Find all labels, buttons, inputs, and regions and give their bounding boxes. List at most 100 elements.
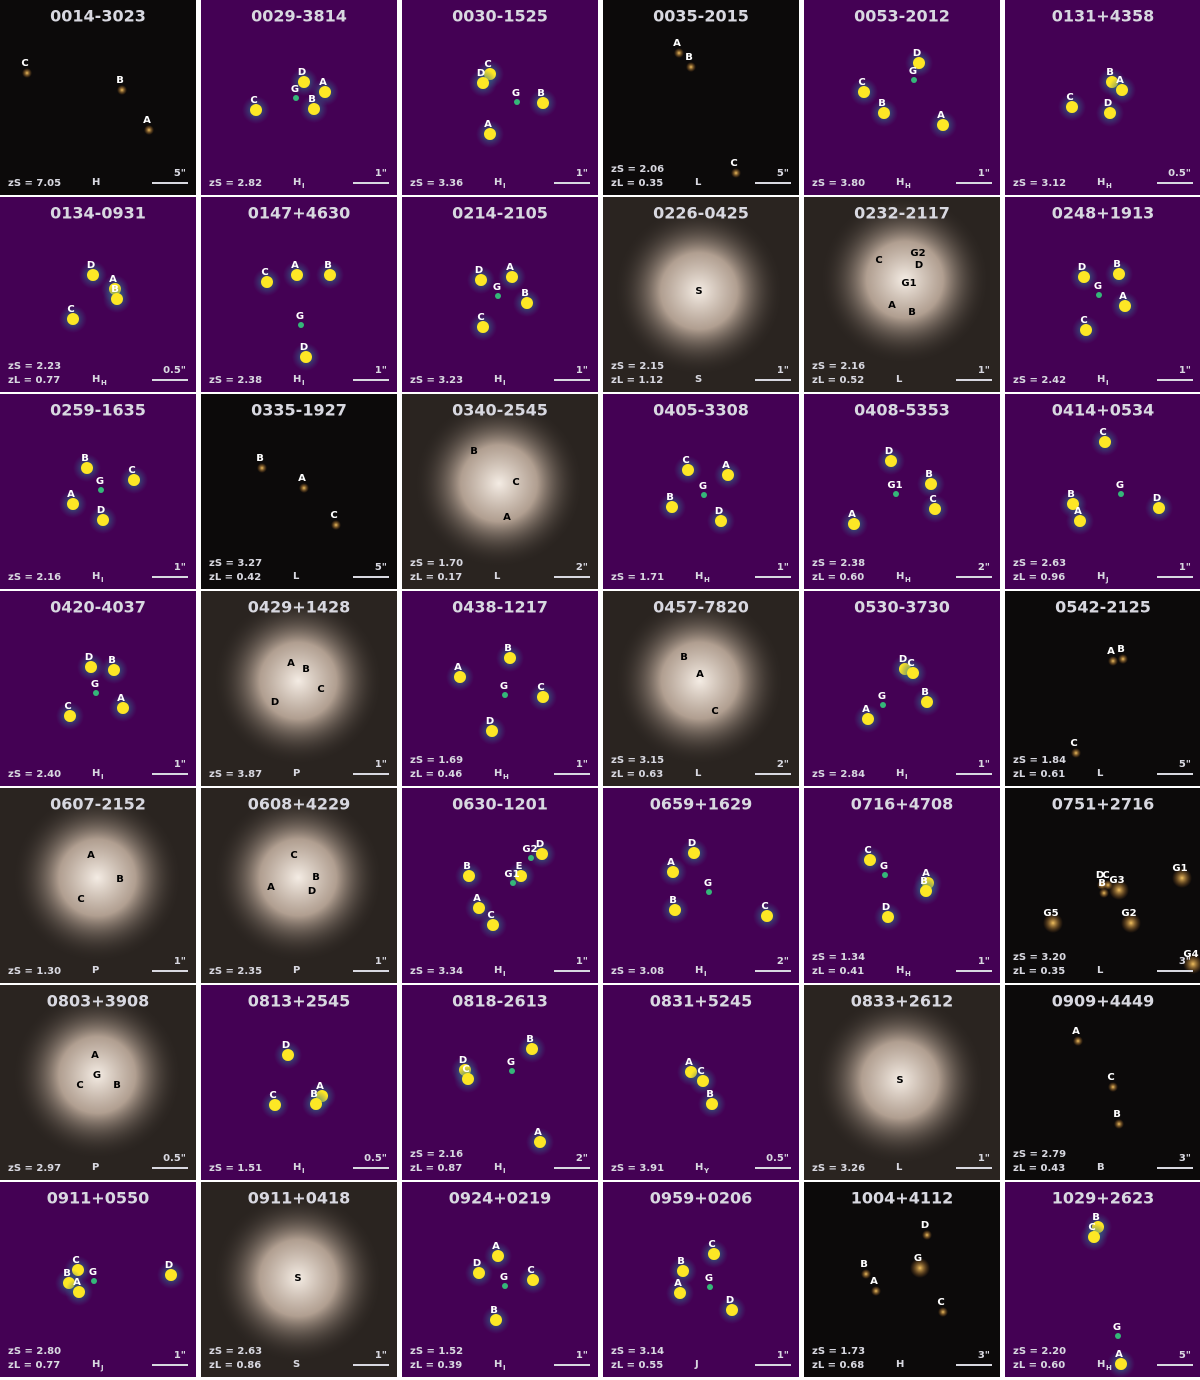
panel: A C B 0909+4449 zS = 2.79 zL = 0.43 B 3" [1005, 985, 1200, 1180]
panel-title: 0818-2613 [452, 992, 548, 1011]
band-subscript: J [1105, 576, 1109, 584]
image-background [201, 985, 397, 1180]
image-label: C [1102, 870, 1109, 881]
image-label: B [677, 1256, 685, 1267]
source-redshift: zS = 2.40 [8, 769, 61, 780]
source-redshift: zS = 2.35 [209, 966, 262, 977]
band: H [1097, 177, 1105, 188]
panel-image: ABC D [201, 591, 397, 786]
lens-redshift: zL = 0.77 [8, 375, 60, 386]
panel-title: 0813+2545 [248, 992, 350, 1011]
quasar-image [111, 293, 123, 305]
image-label: G [91, 679, 99, 690]
source-redshift: zS = 1.71 [611, 572, 664, 583]
scale-label: 1" [375, 759, 387, 770]
quasar-image [697, 1075, 709, 1087]
quasar-image [477, 321, 489, 333]
quasar-image [487, 919, 499, 931]
source-blob [1118, 654, 1128, 664]
source-blob [1114, 1119, 1124, 1129]
quasar-image [282, 1049, 294, 1061]
band: L [1097, 768, 1104, 779]
panel-image: B C G A D [0, 394, 196, 589]
quasar-image [64, 710, 76, 722]
panel-image: DG C B A [804, 0, 1000, 195]
lens-redshift: zL = 0.42 [209, 572, 261, 583]
panel-title: 0053-2012 [854, 7, 950, 26]
panel-image: D B G1 C A [804, 394, 1000, 589]
quasar-image [761, 910, 773, 922]
lens-galaxy [510, 880, 516, 886]
scale-label: 1" [576, 956, 588, 967]
panel-image: CG AB D [804, 788, 1000, 983]
image-label: C [67, 304, 74, 315]
panel-image: D G BA C [804, 1182, 1000, 1377]
image-label: C [512, 477, 519, 488]
quasar-image [864, 854, 876, 866]
panel-image: B C A [402, 394, 598, 589]
panel-title: 1029+2623 [1052, 1189, 1154, 1208]
image-label: C [697, 1066, 704, 1077]
image-label: A [298, 473, 306, 484]
image-background [804, 1182, 1000, 1377]
panel: S 0833+2612 zS = 3.26 L 1" [804, 985, 1000, 1180]
image-label: G4 [1183, 949, 1198, 960]
image-label: D [715, 506, 723, 517]
image-label: A [454, 662, 462, 673]
image-label: B [81, 453, 89, 464]
lens-galaxy [1096, 292, 1102, 298]
lens-glow [213, 1193, 383, 1363]
image-label: G [699, 481, 707, 492]
source-blob [1121, 913, 1141, 933]
panel-image: CD G B A [402, 0, 598, 195]
source-redshift: zS = 1.34 [812, 952, 865, 963]
image-label: G [500, 1272, 508, 1283]
panel-title: 0716+4708 [851, 795, 953, 814]
lens-glow [12, 990, 183, 1160]
source-redshift: zS = 3.36 [410, 178, 463, 189]
band: P [92, 965, 99, 976]
band: L [896, 374, 903, 385]
image-label: C [1070, 738, 1077, 749]
image-label: B [490, 1305, 498, 1316]
panel: A B C 0542-2125 zS = 1.84 zL = 0.61 L 5" [1005, 591, 1200, 786]
quasar-image [87, 269, 99, 281]
band: H [896, 965, 904, 976]
image-label: D [915, 260, 923, 271]
image-label: B [1106, 67, 1114, 78]
panel: ABC D 0429+1428 zS = 3.87 P 1" [201, 591, 397, 786]
quasar-image [1078, 271, 1090, 283]
panel-image: D AB C [201, 985, 397, 1180]
panel: CG AB D 0716+4708 zS = 1.34 zL = 0.41 H H 1" [804, 788, 1000, 983]
image-label: C [761, 901, 768, 912]
lens-galaxy [528, 855, 534, 861]
panel-title: 0134-0931 [50, 204, 146, 223]
image-label: A [117, 693, 125, 704]
image-label: B [666, 492, 674, 503]
band: H [1097, 1359, 1105, 1370]
image-label: C [937, 1297, 944, 1308]
scale-label: 1" [978, 759, 990, 770]
image-label: B [669, 895, 677, 906]
source-redshift: zS = 3.15 [611, 755, 664, 766]
panel-title: 0405-3308 [653, 401, 749, 420]
image-label: C [261, 267, 268, 278]
quasar-image [882, 911, 894, 923]
band-subscript: Y [703, 1167, 710, 1175]
image-label: G [93, 1070, 101, 1081]
lens-redshift: zL = 0.55 [611, 1360, 663, 1371]
source-redshift: zS = 1.52 [410, 1346, 463, 1357]
scale-label: 3" [1179, 956, 1191, 967]
image-label: D [885, 446, 893, 457]
panel-image: B A G C D [402, 591, 598, 786]
image-label: C [487, 910, 494, 921]
image-label: B [111, 284, 119, 295]
quasar-image [688, 847, 700, 859]
quasar-image [454, 671, 466, 683]
quasar-image [67, 313, 79, 325]
image-label: B [256, 453, 264, 464]
scale-label: 1" [375, 365, 387, 376]
image-background [804, 0, 1000, 195]
lens-galaxy [91, 1278, 97, 1284]
image-background [402, 591, 598, 786]
